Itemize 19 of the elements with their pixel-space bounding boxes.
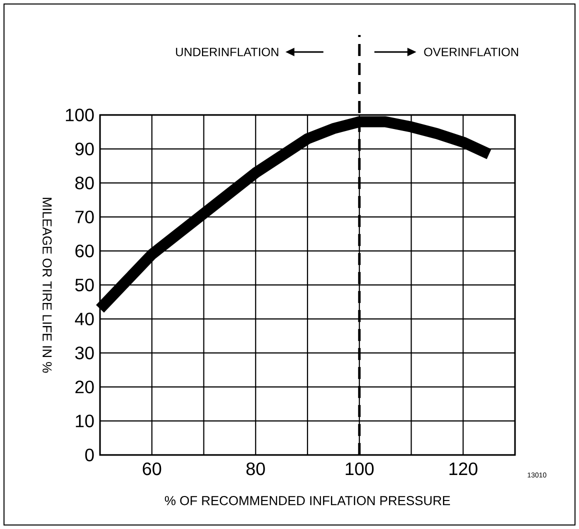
y-tick-label: 30 xyxy=(75,346,94,360)
y-tick-label: 0 xyxy=(85,448,94,462)
x-tick-label: 120 xyxy=(450,462,478,476)
text: OVERINFLATION xyxy=(424,48,518,56)
y-tick-label: 80 xyxy=(75,176,94,190)
y-tick-label: 60 xyxy=(75,244,94,258)
y-axis-title: MILEAGE OR TIRE LIFE IN % xyxy=(42,198,52,373)
x-axis-title: % OF RECOMMENDED INFLATION PRESSURE xyxy=(164,496,450,506)
y-tick-label: 40 xyxy=(74,312,94,326)
y-tick-label: 70 xyxy=(75,210,94,224)
x-tick-label: 100 xyxy=(346,462,374,476)
y-tick-label: 10 xyxy=(76,414,94,428)
y-tick-label: 20 xyxy=(75,380,94,394)
x-tick-label: 60 xyxy=(142,462,162,476)
x-tick-label: 80 xyxy=(246,462,265,476)
y-tick-label: 50 xyxy=(75,278,94,292)
text: UNDERINFLATION xyxy=(176,48,278,56)
y-tick-label: 100 xyxy=(66,108,94,122)
y-tick-label: 90 xyxy=(75,142,94,156)
